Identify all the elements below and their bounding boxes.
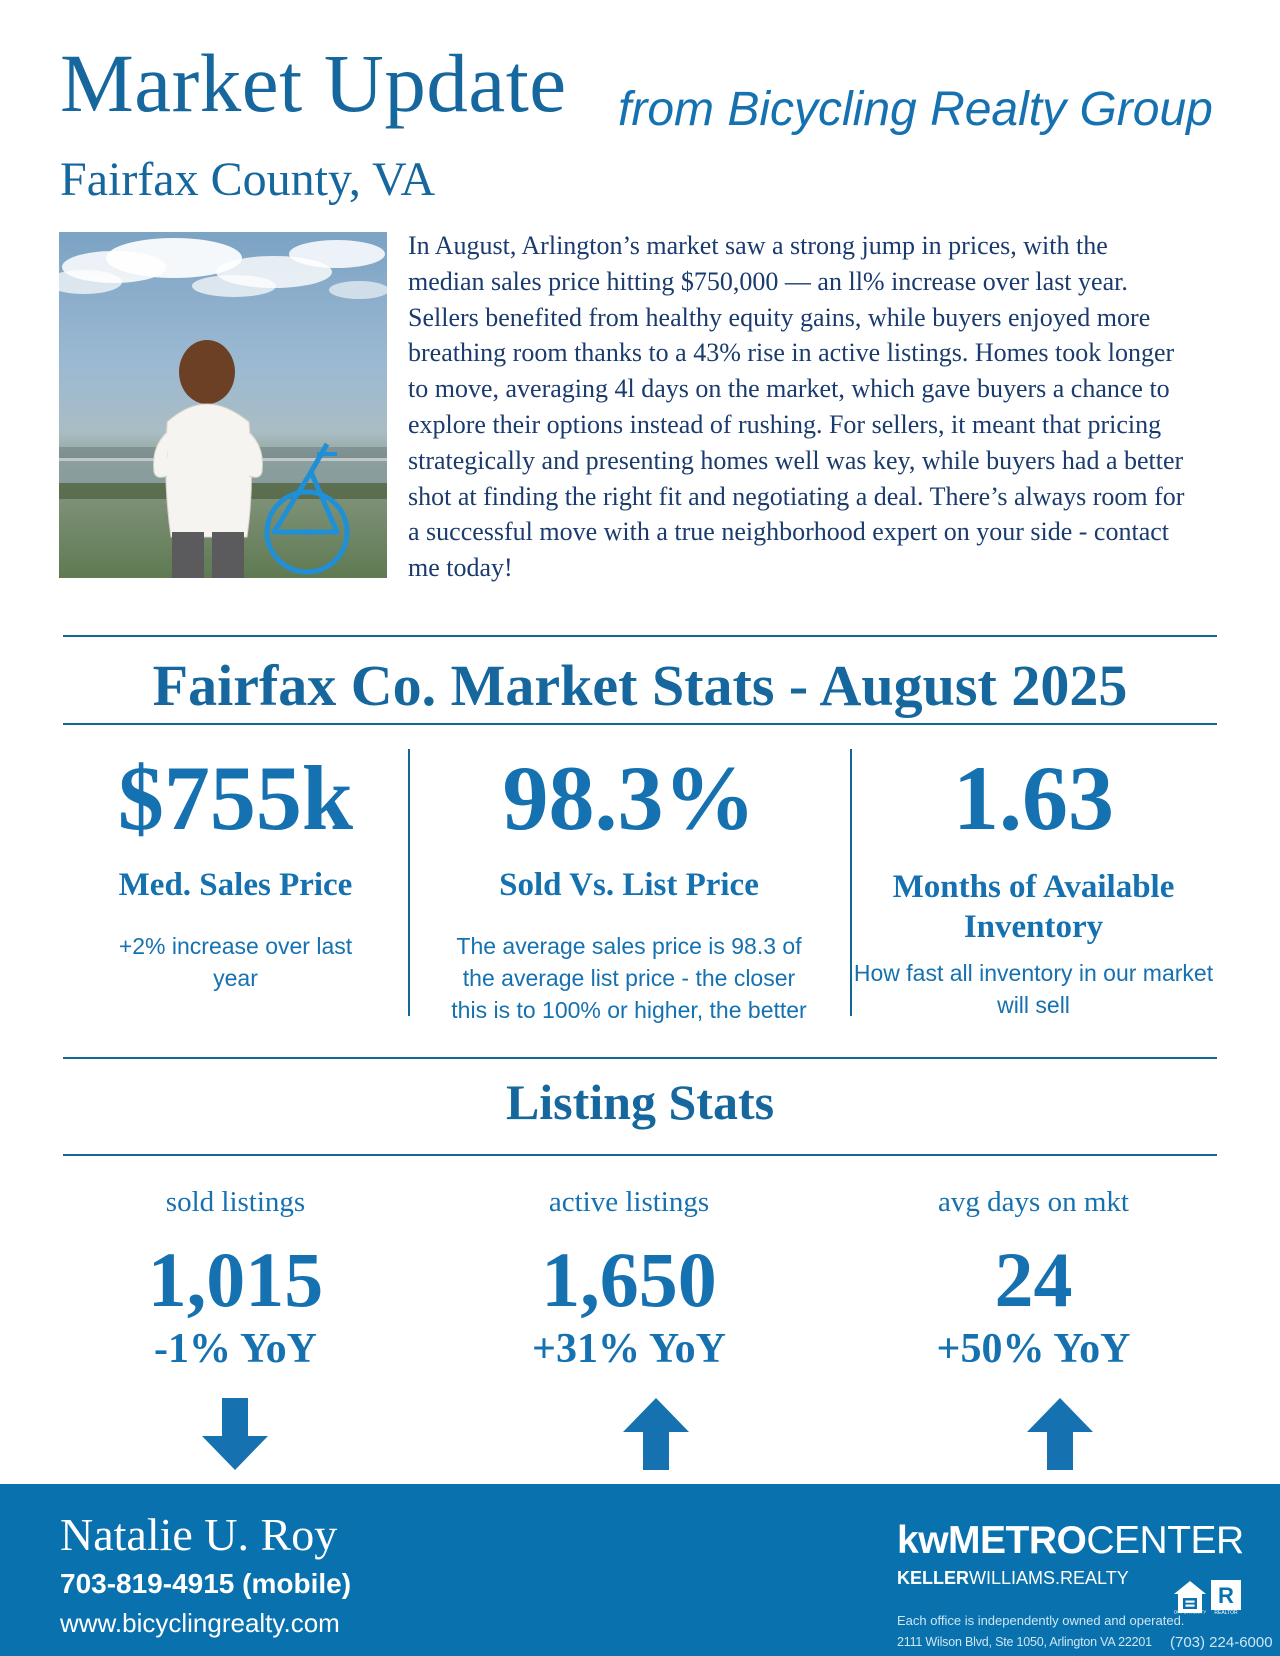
- svg-text:R: R: [1218, 1583, 1234, 1608]
- svg-text:OPPORTUNITY: OPPORTUNITY: [1174, 1610, 1206, 1615]
- svg-text:REALTOR: REALTOR: [1214, 1610, 1238, 1616]
